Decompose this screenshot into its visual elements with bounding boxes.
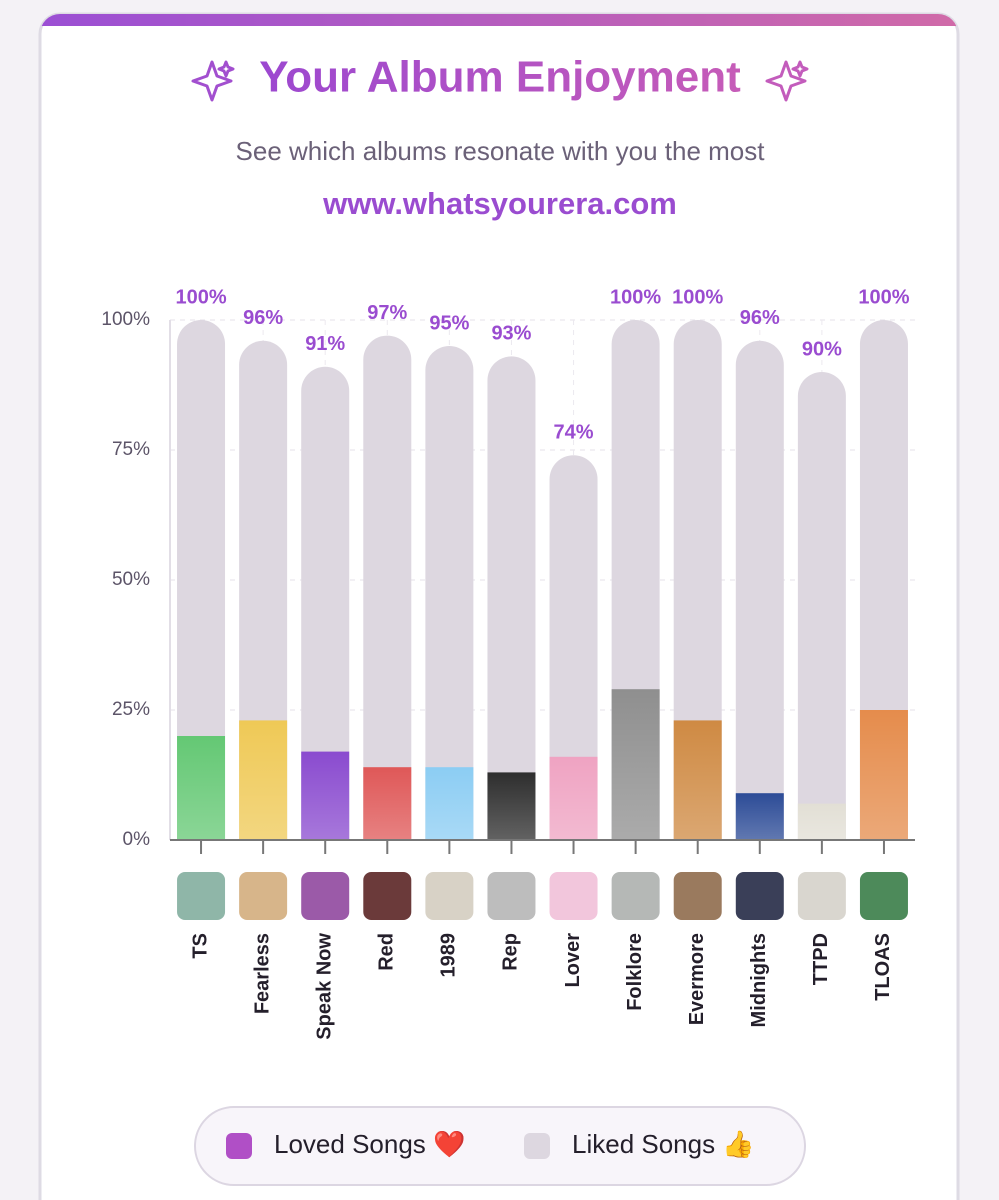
bar-shade (487, 772, 536, 840)
sparkle-icon (191, 60, 235, 102)
legend-swatch (226, 1133, 252, 1159)
album-cover (239, 872, 288, 920)
bar-liked (301, 366, 350, 840)
album-cover (797, 872, 846, 920)
value-label: 100% (858, 286, 909, 308)
bar-shade (549, 756, 598, 840)
value-label: 93% (491, 323, 531, 345)
x-tick-label: 1989 (438, 933, 460, 978)
legend-swatch (524, 1133, 550, 1159)
value-label: 91% (305, 333, 345, 355)
legend-label: Loved Songs ❤️ (274, 1129, 466, 1159)
x-tick-label: Fearless (251, 933, 273, 1014)
album-cover (549, 872, 598, 920)
value-label: 100% (610, 286, 661, 308)
x-tick-label: TLOAS (872, 933, 894, 1001)
legend (194, 1106, 806, 1186)
x-tick-label: Midnights (748, 933, 770, 1027)
album-cover (177, 872, 226, 920)
bar-liked (239, 340, 288, 840)
bar-liked (177, 320, 226, 840)
site-url[interactable]: www.whatsyourera.com (322, 186, 677, 221)
bar-shade (859, 710, 908, 840)
bar-shade (239, 720, 288, 840)
y-tick-label: 25% (112, 699, 150, 720)
x-tick-label: Folklore (624, 933, 646, 1011)
bar-liked (487, 356, 536, 840)
album-cover (425, 872, 474, 920)
subtitle: See which albums resonate with you the m… (236, 136, 766, 166)
x-tick-label: TTPD (810, 933, 832, 985)
bar-liked (735, 340, 784, 840)
y-tick-label: 50% (112, 569, 150, 590)
bar-shade (611, 689, 660, 840)
album-cover (487, 872, 536, 920)
y-tick-label: 100% (101, 309, 150, 330)
x-tick-label: Evermore (686, 933, 708, 1025)
value-label: 100% (175, 286, 226, 308)
album-cover (735, 872, 784, 920)
bar-shade (797, 803, 846, 840)
album-cover (859, 872, 908, 920)
x-tick-label: Red (376, 933, 398, 971)
bar-liked (549, 455, 598, 840)
bar-shade (673, 720, 722, 840)
y-tick-label: 75% (112, 439, 150, 460)
bar-liked (425, 346, 474, 840)
value-label: 96% (243, 307, 283, 329)
bar-shade (363, 767, 412, 840)
y-tick-label: 0% (123, 829, 151, 850)
legend-label: Liked Songs 👍 (572, 1129, 755, 1159)
value-label: 90% (802, 338, 842, 360)
bar-liked (363, 335, 412, 840)
album-cover (611, 872, 660, 920)
value-label: 100% (672, 286, 723, 308)
value-label: 97% (367, 302, 407, 324)
value-label: 95% (429, 312, 469, 334)
sparkle-icon (765, 60, 809, 102)
album-cover (673, 872, 722, 920)
bar-shade (735, 793, 784, 840)
bar-shade (425, 767, 474, 840)
album-cover (363, 872, 412, 920)
x-tick-label: TS (189, 933, 211, 959)
value-label: 96% (740, 307, 780, 329)
x-tick-label: Lover (562, 933, 584, 988)
chart-title: Your Album Enjoyment (259, 53, 741, 102)
x-tick-label: Speak Now (313, 933, 335, 1040)
value-label: 74% (554, 421, 594, 443)
bar-liked (673, 320, 722, 840)
bar-liked (797, 372, 846, 840)
album-cover (301, 872, 350, 920)
card-accent (40, 14, 958, 26)
bar-shade (177, 736, 226, 840)
x-tick-label: Rep (500, 933, 522, 971)
bar-shade (301, 751, 350, 840)
